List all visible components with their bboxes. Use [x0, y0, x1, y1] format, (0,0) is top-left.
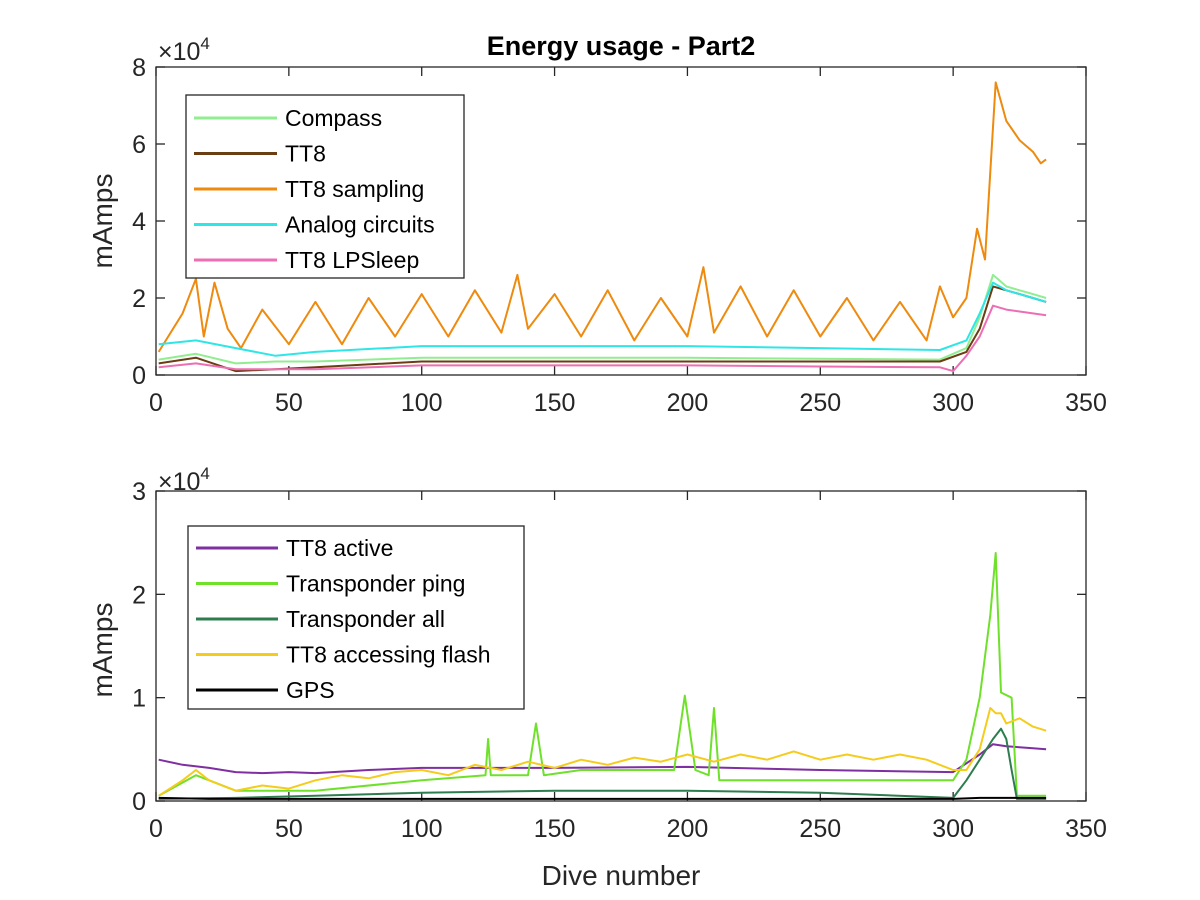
y-axis-label: mAmps	[87, 174, 118, 269]
axes-box	[155, 66, 1087, 376]
x-tick-label: 250	[799, 389, 841, 417]
x-tick-label: 100	[401, 389, 443, 417]
y-tick-label: 2	[132, 285, 146, 313]
y-tick-label: 8	[132, 54, 146, 82]
y-multiplier-base: ×10	[158, 38, 200, 66]
x-tick-label: 250	[799, 815, 841, 843]
legend-entry: TT8 active	[286, 535, 393, 561]
y-tick-label: 4	[132, 208, 146, 236]
bottom-chart: ×104 mAmps Dive number 0 50 100 150 200 250 30…	[87, 464, 1107, 891]
x-tick-label: 0	[149, 815, 163, 843]
x-tick-label: 200	[667, 389, 709, 417]
series-line-analog-circuits	[158, 281, 1047, 357]
x-tick-label: 300	[932, 389, 974, 417]
series-line-tt8-sampling	[157, 81, 1047, 353]
chart-title: Energy usage - Part2	[487, 31, 756, 61]
plot-area	[157, 81, 1047, 373]
legend-entry: TT8 sampling	[285, 176, 424, 202]
legend: Compass TT8 TT8 sampling Analog circuits TT8…	[185, 94, 465, 279]
legend-entry: Analog circuits	[285, 212, 435, 238]
legend-entry: Transponder ping	[286, 571, 465, 597]
series-line-tt8-accessing-flash	[158, 707, 1047, 797]
x-tick-labels: 0 50 100 150 200 250 300 350	[149, 389, 1107, 417]
legend-entry: GPS	[286, 677, 335, 703]
y-axis-label: mAmps	[87, 603, 118, 698]
x-tick-label: 350	[1065, 389, 1107, 417]
legend-entry: Compass	[285, 105, 382, 131]
legend-entry: TT8 LPSleep	[285, 247, 419, 273]
x-tick-label: 0	[149, 389, 163, 417]
series-line-compass	[158, 273, 1047, 365]
x-tick-label: 100	[401, 815, 443, 843]
legend: TT8 active Transponder ping Transponder al…	[187, 525, 525, 710]
x-tick-label: 300	[932, 815, 974, 843]
series-line-transponder-ping	[158, 552, 1047, 797]
x-tick-label: 150	[534, 815, 576, 843]
y-multiplier-exponent: 4	[200, 464, 209, 483]
y-tick-labels: 0 1 2 3	[132, 478, 146, 816]
axes-box	[155, 490, 1087, 802]
y-tick-labels: 0 2 4 6 8	[132, 54, 146, 390]
top-chart: Energy usage - Part2 ×104 mAmps 0 50 100 15…	[87, 31, 1107, 417]
x-tick-label: 50	[275, 815, 303, 843]
x-tick-label: 200	[667, 815, 709, 843]
y-tick-label: 1	[132, 685, 146, 713]
legend-box	[185, 94, 465, 279]
x-tick-label: 350	[1065, 815, 1107, 843]
y-multiplier-exponent: 4	[200, 34, 209, 53]
legend-entry: Transponder all	[286, 606, 445, 632]
y-tick-label: 0	[132, 788, 146, 816]
y-tick-label: 0	[132, 362, 146, 390]
y-tick-label: 2	[132, 581, 146, 609]
series-line-tt8-lpsleep	[158, 304, 1047, 373]
x-tick-labels: 0 50 100 150 200 250 300 350	[149, 815, 1107, 843]
legend-entry: TT8	[285, 141, 326, 167]
y-tick-label: 3	[132, 478, 146, 506]
y-multiplier: ×104	[158, 34, 210, 66]
x-axis-label: Dive number	[542, 860, 701, 891]
y-tick-label: 6	[132, 131, 146, 159]
series-line-transponder-all	[158, 727, 1047, 800]
plot-area	[158, 552, 1047, 800]
series-line-gps	[158, 796, 1047, 800]
y-multiplier-base: ×10	[158, 468, 200, 496]
x-tick-label: 50	[275, 389, 303, 417]
x-tick-label: 150	[534, 389, 576, 417]
legend-entry: TT8 accessing flash	[286, 642, 491, 668]
